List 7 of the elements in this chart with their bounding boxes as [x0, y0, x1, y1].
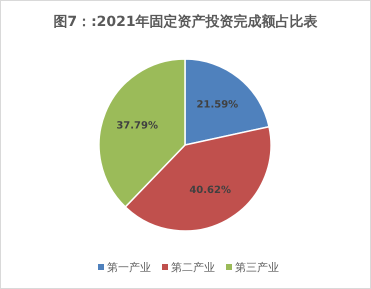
legend-label: 第二产业: [171, 261, 215, 274]
data-label: 37.79%: [116, 120, 158, 132]
legend-label: 第一产业: [107, 261, 151, 274]
data-label: 40.62%: [189, 184, 231, 196]
legend-label: 第三产业: [235, 261, 279, 274]
chart-title: 图7：:2021年固定资产投资完成额占比表: [53, 13, 319, 30]
data-label: 21.59%: [196, 100, 238, 111]
